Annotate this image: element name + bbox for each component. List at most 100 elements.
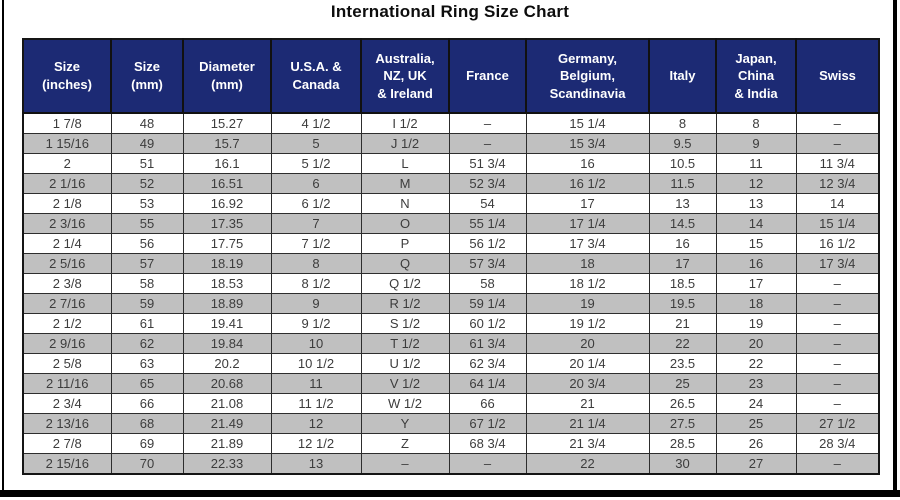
table-row: 2 1/8 53 16.92 6 1/2 N 54 17 13 13 14 xyxy=(22,193,880,214)
table-row: 2 51 16.1 5 1/2 L 51 3/4 16 10.5 11 11 3/4 xyxy=(22,153,880,174)
table-cell: 27 xyxy=(715,453,797,475)
table-cell: 59 1/4 xyxy=(448,293,527,314)
table-cell: 9 xyxy=(270,293,362,314)
table-cell: 15 xyxy=(715,233,797,254)
table-cell: 26.5 xyxy=(648,393,717,414)
table-cell: 16 xyxy=(525,153,650,174)
table-cell: O xyxy=(360,213,450,234)
table-cell: 19 1/2 xyxy=(525,313,650,334)
table-cell: – xyxy=(795,333,880,354)
table-cell: 16 1/2 xyxy=(795,233,880,254)
table-cell: 17 1/4 xyxy=(525,213,650,234)
table-cell: I 1/2 xyxy=(360,112,450,134)
table-cell: 14 xyxy=(715,213,797,234)
table-cell: 15 3/4 xyxy=(525,133,650,154)
table-cell: 22 xyxy=(715,353,797,374)
table-cell: 19 xyxy=(525,293,650,314)
table-cell: 18 xyxy=(715,293,797,314)
table-cell: 2 1/8 xyxy=(22,193,112,214)
table-cell: 11 3/4 xyxy=(795,153,880,174)
table-cell: 18.89 xyxy=(182,293,272,314)
page-title: International Ring Size Chart xyxy=(330,2,570,21)
table-cell: 59 xyxy=(110,293,184,314)
table-header-row: Size (inches) Size (mm) Diameter (mm) U.S.A… xyxy=(23,39,879,114)
table-row: 2 13/16 68 21.49 12 Y 67 1/2 21 1/4 27.5 25 27 1/… xyxy=(22,413,880,434)
table-cell: 49 xyxy=(110,133,184,154)
table-row: 1 15/16 49 15.7 5 J 1/2–15 3/4 9.5 9– xyxy=(22,133,880,154)
table-cell: 62 3/4 xyxy=(448,353,527,374)
table-cell: 58 xyxy=(448,273,527,294)
table-cell: 30 xyxy=(648,453,717,475)
table-cell: 2 3/16 xyxy=(22,213,112,234)
table-cell: 10.5 xyxy=(648,153,717,174)
table-cell: 48 xyxy=(110,112,184,134)
table-cell: 18.19 xyxy=(182,253,272,274)
table-row: 2 5/16 57 18.19 8 Q 57 3/4 18 17 16 17 3/4 xyxy=(22,253,880,274)
table-row: 2 11/16 65 20.68 11 V 1/2 64 1/4 20 3/4 25 23– xyxy=(22,373,880,394)
column-header-2: Size (mm) xyxy=(110,39,183,114)
table-cell: 57 xyxy=(110,253,184,274)
table-cell: 16 xyxy=(715,253,797,274)
table-cell: 24 xyxy=(715,393,797,414)
table-cell: 52 xyxy=(110,173,184,194)
table-cell: 18 xyxy=(525,253,650,274)
table-cell: 12 1/2 xyxy=(270,433,362,454)
table-cell: – xyxy=(448,112,527,134)
table-cell: 20 3/4 xyxy=(525,373,650,394)
table-cell: Y xyxy=(360,413,450,434)
table-cell: 12 xyxy=(715,173,797,194)
table-cell: 17 3/4 xyxy=(795,253,880,274)
table-cell: S 1/2 xyxy=(360,313,450,334)
table-cell: M xyxy=(360,173,450,194)
table-cell: 8 xyxy=(270,253,362,274)
table-cell: 16.92 xyxy=(182,193,272,214)
table-cell: 2 5/16 xyxy=(22,253,112,274)
table-cell: 18 1/2 xyxy=(525,273,650,294)
table-cell: 12 xyxy=(270,413,362,434)
table-cell: 25 xyxy=(715,413,797,434)
table-cell: 64 1/4 xyxy=(448,373,527,394)
table-cell: 10 1/2 xyxy=(270,353,362,374)
table-cell: 7 1/2 xyxy=(270,233,362,254)
table-cell: 70 xyxy=(110,453,184,475)
table-cell: R 1/2 xyxy=(360,293,450,314)
table-cell: 51 3/4 xyxy=(448,153,527,174)
column-header-3: Diameter (mm) xyxy=(182,39,271,114)
table-cell: 25 xyxy=(648,373,717,394)
table-cell: 9 xyxy=(715,133,797,154)
table-cell: 17 3/4 xyxy=(525,233,650,254)
table-cell: 21.08 xyxy=(182,393,272,414)
table-row: 2 3/4 66 21.08 11 1/2 W 1/2 66 21 26.5 24– xyxy=(22,393,880,414)
table-cell: 63 xyxy=(110,353,184,374)
table-cell: 65 xyxy=(110,373,184,394)
table-cell: 17 xyxy=(525,193,650,214)
column-header-4: U.S.A. & Canada xyxy=(270,39,361,114)
table-cell: 5 1/2 xyxy=(270,153,362,174)
table-cell: – xyxy=(795,373,880,394)
table-row: 2 1/4 56 17.75 7 1/2 P 56 1/2 17 3/4 16 15 16 1/2 xyxy=(22,233,880,254)
table-cell: 58 xyxy=(110,273,184,294)
table-cell: 2 3/8 xyxy=(22,273,112,294)
table-cell: 28 3/4 xyxy=(795,433,880,454)
table-row: 2 3/16 55 17.35 7 O 55 1/4 17 1/4 14.5 14 15 1/4 xyxy=(22,213,880,234)
table-cell: 21 xyxy=(648,313,717,334)
table-cell: 61 3/4 xyxy=(448,333,527,354)
table-cell: 60 1/2 xyxy=(448,313,527,334)
table-cell: 17.75 xyxy=(182,233,272,254)
frame-bottom-border xyxy=(0,490,900,497)
table-cell: 20 1/4 xyxy=(525,353,650,374)
column-header-8: Italy xyxy=(648,39,716,114)
table-cell: 2 1/16 xyxy=(22,173,112,194)
table-cell: 13 xyxy=(715,193,797,214)
table-cell: 11 xyxy=(270,373,362,394)
table-cell: 28.5 xyxy=(648,433,717,454)
table-cell: 66 xyxy=(448,393,527,414)
table-cell: – xyxy=(795,353,880,374)
table-cell: 62 xyxy=(110,333,184,354)
table-row: 2 1/16 52 16.51 6 M 52 3/4 16 1/2 11.5 12 12 3/4 xyxy=(22,173,880,194)
table-cell: 69 xyxy=(110,433,184,454)
table-row: 2 3/8 58 18.53 8 1/2 Q 1/2 58 18 1/2 18.5 17– xyxy=(22,273,880,294)
table-cell: Q 1/2 xyxy=(360,273,450,294)
table-cell: 2 11/16 xyxy=(22,373,112,394)
